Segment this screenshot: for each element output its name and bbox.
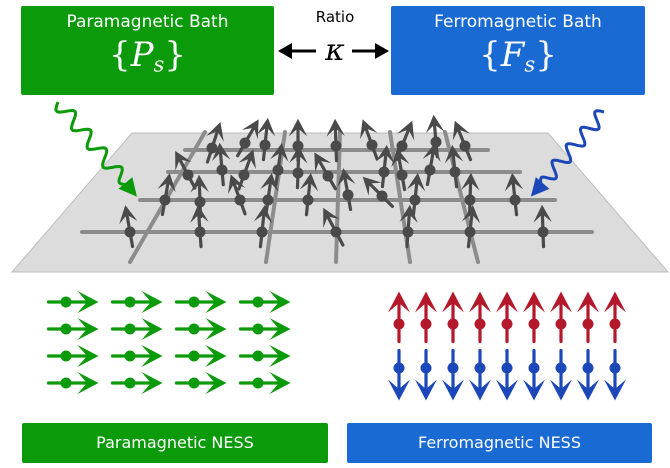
paramagnetic-spin bbox=[46, 345, 99, 367]
lattice-spin bbox=[323, 207, 345, 247]
spin-down-blue bbox=[550, 348, 572, 401]
lattice-spin bbox=[289, 145, 308, 190]
spin-up-red bbox=[550, 291, 572, 344]
paramagnetic-spin bbox=[110, 291, 163, 313]
paramagnetic-spin bbox=[110, 345, 163, 367]
lattice-spin bbox=[237, 149, 256, 191]
paramagnetic-spin bbox=[110, 318, 163, 340]
paramagnetic-spin bbox=[174, 372, 227, 394]
spin-up-red bbox=[523, 291, 545, 344]
lattice-spin bbox=[299, 172, 319, 217]
lattice-spin bbox=[157, 173, 176, 217]
lattice-spins bbox=[119, 114, 552, 249]
lattice-spin bbox=[256, 117, 276, 162]
lattice-spin bbox=[270, 142, 289, 187]
lattice-spin bbox=[360, 119, 379, 161]
paramagnetic-spin bbox=[238, 291, 291, 313]
lattice-spin bbox=[190, 204, 209, 249]
lattice-spin bbox=[422, 143, 441, 187]
spin-down-blue bbox=[388, 348, 410, 401]
paramagnetic-spin-array bbox=[46, 291, 291, 394]
paramagnetic-spin bbox=[174, 291, 227, 313]
lattice-spin bbox=[260, 172, 279, 217]
lattice-spin bbox=[211, 142, 231, 187]
spin-down-blue bbox=[523, 348, 545, 401]
paramagnetic-spin bbox=[46, 372, 99, 394]
lattice-spin bbox=[461, 204, 481, 249]
paramagnetic-bath-label: Paramagnetic Bath bbox=[66, 12, 229, 32]
lattice-spin bbox=[337, 168, 356, 212]
lattice-spin bbox=[253, 204, 273, 249]
ratio-symbol: κ bbox=[325, 33, 345, 68]
paramagnetic-spin bbox=[46, 318, 99, 340]
ferromagnetic-coupling-wave bbox=[530, 109, 605, 197]
ferromagnetic-bath-label: Ferromagnetic Bath bbox=[434, 12, 602, 32]
ferromagnetic-bath-symbol: {Fs} bbox=[479, 35, 557, 77]
lattice-spin bbox=[406, 172, 426, 217]
lattice-spin bbox=[504, 172, 524, 217]
ferromagnetic-bath-box: Ferromagnetic Bath {Fs} bbox=[391, 6, 645, 95]
spin-up-red bbox=[415, 291, 437, 344]
lattice-spin bbox=[399, 204, 418, 249]
lattice-column-line bbox=[334, 130, 342, 264]
spin-up-red bbox=[442, 291, 464, 344]
spin-up-red bbox=[604, 291, 626, 344]
paramagnetic-spin bbox=[46, 291, 99, 313]
lattice-spin bbox=[452, 120, 473, 162]
spin-down-blue bbox=[469, 348, 491, 401]
lattice-spin bbox=[362, 176, 394, 208]
paramagnetic-ness-box: Paramagnetic NESS bbox=[22, 423, 328, 463]
lattice-spin bbox=[190, 174, 209, 219]
paramagnetic-spin bbox=[238, 372, 291, 394]
spin-down-blue bbox=[604, 348, 626, 401]
spin-down-blue bbox=[415, 348, 437, 401]
paramagnetic-bath-symbol: {Ps} bbox=[109, 35, 186, 77]
spin-down-blue bbox=[496, 348, 518, 401]
lattice-spin bbox=[205, 122, 224, 164]
paramagnetic-spin bbox=[238, 345, 291, 367]
ferromagnetic-ness-box: Ferromagnetic NESS bbox=[347, 423, 652, 463]
lattice-spin bbox=[391, 148, 410, 192]
lattice-spin bbox=[175, 150, 197, 190]
lattice-spin bbox=[314, 152, 337, 191]
spin-up-red bbox=[496, 291, 518, 344]
paramagnetic-spin bbox=[174, 345, 227, 367]
lattice-spin bbox=[533, 204, 552, 249]
lattice-spin bbox=[326, 118, 345, 163]
spin-up-red bbox=[469, 291, 491, 344]
paramagnetic-bath-box: Paramagnetic Bath {Ps} bbox=[21, 6, 274, 95]
lattice-spin bbox=[228, 174, 247, 216]
paramagnetic-coupling-wave bbox=[54, 101, 137, 197]
paramagnetic-spin bbox=[238, 318, 291, 340]
spin-up-red bbox=[388, 291, 410, 344]
spin-down-blue bbox=[442, 348, 464, 401]
ratio-double-arrow bbox=[278, 43, 389, 59]
lattice-spin bbox=[444, 144, 464, 189]
paramagnetic-spin bbox=[110, 372, 163, 394]
lattice-spin bbox=[375, 144, 395, 189]
ratio-label: Ratio bbox=[315, 8, 355, 26]
paramagnetic-spin bbox=[174, 318, 227, 340]
lattice-spin bbox=[236, 119, 259, 158]
ferromagnetic-spin-array bbox=[388, 291, 626, 401]
lattice-spin bbox=[461, 172, 480, 217]
lattice-spin bbox=[119, 205, 138, 249]
spin-up-red bbox=[577, 291, 599, 344]
spin-down-blue bbox=[577, 348, 599, 401]
